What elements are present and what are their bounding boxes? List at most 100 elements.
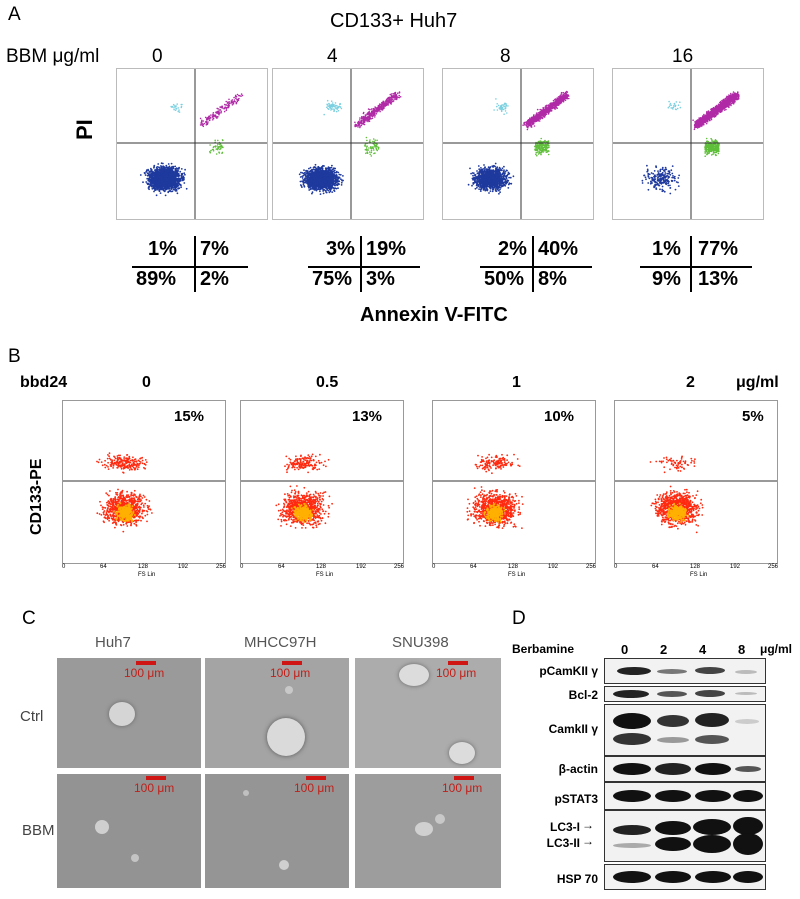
x-tick: 256 — [586, 564, 597, 570]
blot-pcamkii — [604, 658, 766, 684]
quad-ur: 19% — [366, 238, 407, 260]
quad-ur: 77% — [698, 238, 739, 260]
cd133-pct-0: 15% — [174, 408, 205, 425]
cd133-pct-2: 5% — [742, 408, 764, 425]
annexin-plot-0 — [116, 68, 268, 220]
cd133-scatter-0 — [63, 452, 225, 533]
panel-d-compound: Berbamine — [512, 642, 575, 656]
x-axis-label: FS Lin — [138, 572, 156, 578]
cd133-pct-05: 13% — [352, 408, 383, 425]
blot-label-hsp70: HSP 70 — [556, 872, 598, 886]
panel-a-y-axis-label: PI — [72, 119, 97, 140]
blot-lc3 — [604, 810, 766, 862]
panel-b-y-axis-label: CD133-PE — [28, 458, 45, 535]
panel-a-letter: A — [8, 4, 21, 25]
row-label-bbm: BBM — [22, 822, 55, 839]
blot-camkii — [604, 704, 766, 756]
x-tick: 128 — [316, 564, 327, 570]
panel-d-dose-0: 0 — [621, 642, 629, 657]
cell-line-snu398: SNU398 — [392, 634, 449, 651]
cell-line-mhcc97h: MHCC97H — [244, 634, 317, 651]
arrow-lc3-ii-icon: → — [582, 834, 594, 848]
x-tick: 0 — [240, 564, 244, 570]
quad-ll: 50% — [484, 268, 525, 290]
blot-label-lc3-i: LC3-I — [550, 820, 580, 834]
x-tick: 192 — [548, 564, 559, 570]
annexin-plot-8 — [442, 68, 594, 220]
panel-b-dose-2: 2 — [686, 374, 695, 391]
quad-ul: 2% — [498, 238, 527, 260]
panel-a-dose-label: BBM μg/ml — [6, 46, 100, 67]
micrograph-huh7-bbm — [57, 774, 201, 888]
micrograph-snu398-ctrl — [355, 658, 501, 768]
cell-line-huh7: Huh7 — [95, 634, 131, 651]
cd133-plot-2 — [614, 400, 778, 564]
panel-d-dose-8: 8 — [738, 642, 746, 657]
panel-b-letter: B — [8, 346, 21, 367]
annexin-plot-16 — [612, 68, 764, 220]
quad-divider-v — [690, 236, 692, 292]
annexin-scatter-16 — [613, 69, 763, 219]
x-axis-label: FS Lin — [316, 572, 334, 578]
quad-lr: 3% — [366, 268, 395, 290]
panel-d-unit: μg/ml — [760, 642, 793, 656]
panel-b-dose-0: 0 — [142, 374, 151, 391]
quad-ul: 3% — [326, 238, 355, 260]
micrograph-mhcc97h-ctrl — [205, 658, 349, 768]
blot-hsp70 — [604, 864, 766, 890]
quad-divider-h — [132, 266, 248, 268]
cd133-pct-1: 10% — [544, 408, 575, 425]
annexin-plot-4 — [272, 68, 424, 220]
x-tick: 192 — [730, 564, 741, 570]
x-tick: 0 — [614, 564, 618, 570]
panel-d-dose-2: 2 — [660, 642, 668, 657]
panel-a-title: CD133+ Huh7 — [330, 10, 458, 32]
panel-b-unit: μg/ml — [736, 374, 779, 391]
x-tick: 64 — [470, 564, 477, 570]
quad-divider-h — [640, 266, 752, 268]
x-tick: 128 — [690, 564, 701, 570]
x-axis-label: FS Lin — [508, 572, 526, 578]
x-tick: 256 — [216, 564, 227, 570]
panel-a-dose-16: 16 — [672, 46, 694, 67]
x-tick: 64 — [278, 564, 285, 570]
x-tick: 64 — [100, 564, 107, 570]
x-axis-label: FS Lin — [690, 572, 708, 578]
panel-d-letter: D — [512, 608, 526, 629]
x-tick: 192 — [356, 564, 367, 570]
quad-ul: 1% — [652, 238, 681, 260]
panel-a-dose-4: 4 — [327, 46, 338, 67]
quad-divider-h — [480, 266, 592, 268]
blot-bcl2 — [604, 686, 766, 702]
blot-label-pstat3: pSTAT3 — [554, 792, 598, 806]
panel-b-compound: bbd24 — [20, 374, 68, 391]
arrow-lc3-i-icon: → — [582, 818, 594, 832]
quad-divider-v — [532, 236, 534, 292]
x-tick: 128 — [508, 564, 519, 570]
row-label-ctrl: Ctrl — [20, 708, 44, 725]
cd133-scatter-1 — [433, 453, 595, 529]
x-tick: 0 — [432, 564, 436, 570]
blot-label-camkii: CamkII γ — [548, 722, 598, 736]
annexin-scatter-8 — [443, 69, 593, 219]
quad-ll: 75% — [312, 268, 353, 290]
quad-lr: 8% — [538, 268, 567, 290]
x-tick: 256 — [768, 564, 779, 570]
panel-a-dose-8: 8 — [500, 46, 511, 67]
quad-ll: 89% — [136, 268, 177, 290]
panel-a-dose-0: 0 — [152, 46, 163, 67]
quad-lr: 13% — [698, 268, 739, 290]
x-tick: 64 — [652, 564, 659, 570]
cd133-scatter-05 — [241, 453, 403, 529]
blot-label-beta-actin: β-actin — [558, 762, 598, 776]
quad-ll: 9% — [652, 268, 681, 290]
micrograph-huh7-ctrl — [57, 658, 201, 768]
x-tick: 0 — [62, 564, 66, 570]
cd133-plot-05 — [240, 400, 404, 564]
annexin-scatter-0 — [117, 69, 267, 219]
blot-label-pcamkii: pCamKII γ — [539, 664, 598, 678]
quad-lr: 2% — [200, 268, 229, 290]
quad-ur: 40% — [538, 238, 579, 260]
annexin-scatter-4 — [273, 69, 423, 219]
blot-beta-actin — [604, 756, 766, 782]
